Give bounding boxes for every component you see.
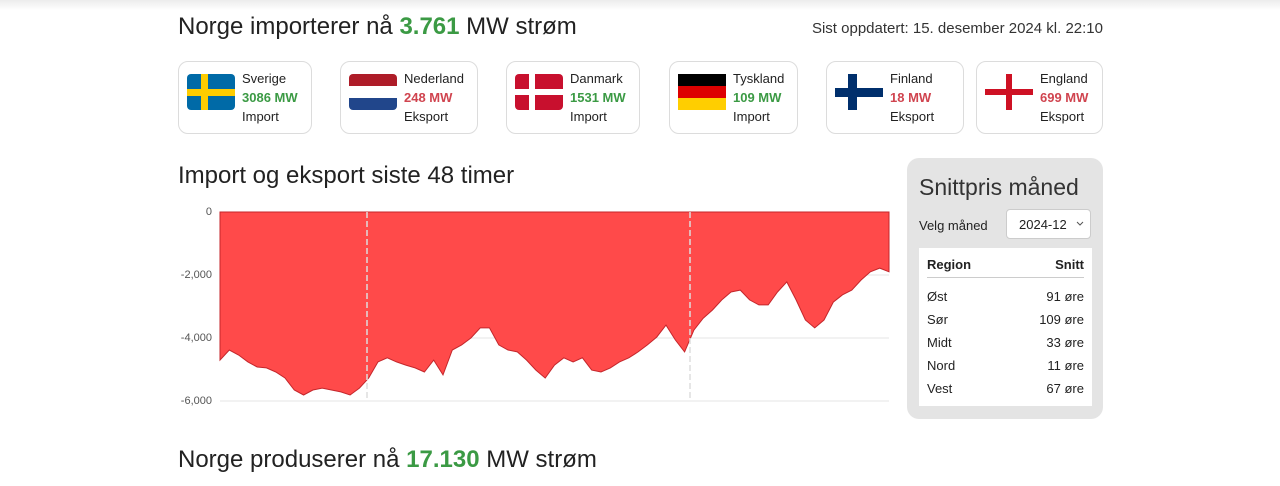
country-name: England [1040, 71, 1088, 86]
table-cell: 109 øre [1039, 312, 1084, 327]
table-cell: 33 øre [1046, 335, 1084, 350]
table-cell: 11 øre [1047, 358, 1084, 373]
flag [515, 74, 563, 110]
panel-title: Snittpris måned [919, 174, 1079, 200]
table-cell: 67 øre [1046, 381, 1084, 396]
country-name: Nederland [404, 71, 464, 86]
price-panel: Snittpris måned Velg måned 2024-12 Regio… [907, 158, 1103, 419]
heading-value: 17.130 [406, 446, 480, 473]
heading-value: 3.761 [399, 13, 460, 40]
updated-time: Sist oppdatert: 15. desember 2024 kl. 22… [811, 20, 1103, 37]
y-tick-label: -4,000 [181, 332, 212, 344]
flag [985, 74, 1033, 110]
table-cell: Sør [927, 312, 948, 327]
flow-direction: Import [570, 109, 607, 124]
flow-direction: Eksport [890, 109, 935, 124]
country-name: Danmark [570, 71, 623, 86]
country-card: Sverige 3086 MW Import [178, 61, 312, 134]
table-cell: Vest [927, 381, 953, 396]
y-tick-label: 0 [206, 206, 212, 218]
flow-amount: 1531 MW [570, 90, 626, 105]
select-value: 2024-12 [1019, 217, 1067, 232]
production-heading: Norge produserer nå 17.130 MW strøm [178, 446, 597, 474]
heading-text: MW strøm [466, 13, 577, 40]
table-cell: Øst [927, 289, 948, 304]
table-cell: 91 øre [1046, 289, 1084, 304]
flag [835, 74, 883, 110]
heading-text: Norge produserer nå [178, 446, 400, 473]
table-cell: Nord [927, 358, 956, 373]
country-card: Tyskland 109 MW Import [669, 61, 798, 134]
flow-direction: Eksport [404, 109, 449, 124]
y-tick-label: -2,000 [181, 269, 212, 281]
table-cell: Midt [927, 335, 952, 350]
select-label: Velg måned [919, 218, 988, 233]
flow-direction: Import [242, 109, 279, 124]
import-heading: Norge importerer nå 3.761 MW strøm [178, 13, 577, 41]
country-name: Finland [890, 71, 933, 86]
flag [349, 74, 397, 110]
country-name: Sverige [242, 71, 287, 86]
chevron [1076, 221, 1084, 226]
country-name: Tyskland [733, 71, 785, 86]
flow-amount: 699 MW [1040, 90, 1089, 105]
y-tick-label: -6,000 [181, 395, 212, 407]
heading-text: Norge importerer nå [178, 13, 393, 40]
heading-text: MW strøm [486, 446, 597, 473]
flow-direction: Eksport [1040, 109, 1085, 124]
country-card: Danmark 1531 MW Import [506, 61, 640, 134]
table-header: Region [927, 257, 972, 272]
flow-amount: 109 MW [733, 90, 782, 105]
price-table: Region Snitt Øst 91 øre Sør 109 øre Midt 33 øre… [919, 248, 1092, 406]
flag [187, 74, 235, 110]
area [219, 211, 890, 396]
chart: 0 -2,000 -4,000 -6,000 [181, 206, 890, 407]
table-header: Snitt [1055, 257, 1084, 272]
month-select[interactable]: 2024-12 [1006, 209, 1091, 239]
header-rule [927, 277, 1084, 278]
flag [678, 74, 726, 110]
flow-amount: 18 MW [890, 90, 932, 105]
flow-direction: Import [733, 109, 770, 124]
top-shade [0, 0, 1280, 10]
flow-amount: 3086 MW [242, 90, 298, 105]
chart-title: Import og eksport siste 48 timer [178, 162, 515, 189]
country-card: Finland 18 MW Eksport [826, 61, 964, 134]
country-card: Nederland 248 MW Eksport [340, 61, 478, 134]
flow-amount: 248 MW [404, 90, 453, 105]
country-card: England 699 MW Eksport [976, 61, 1103, 134]
